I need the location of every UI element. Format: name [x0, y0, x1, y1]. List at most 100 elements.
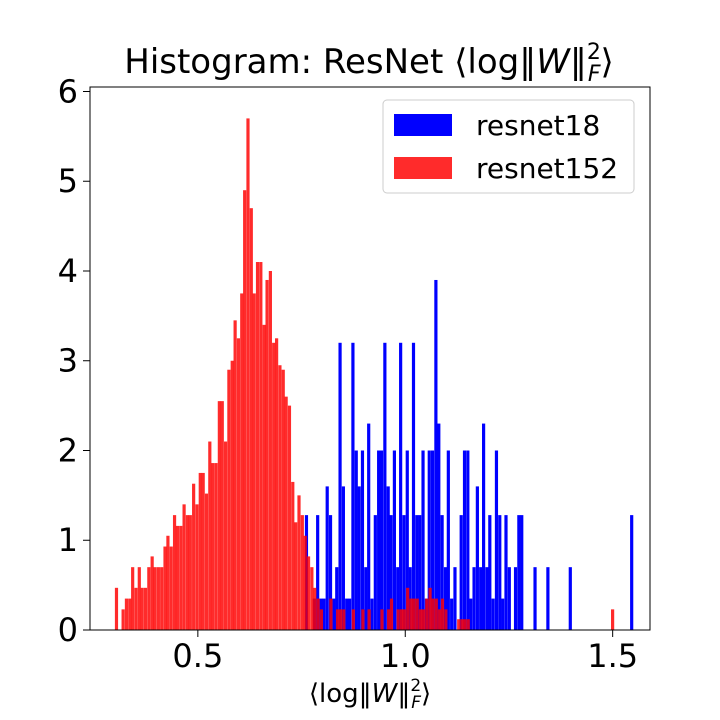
histogram-bar-resnet152: [412, 598, 416, 630]
histogram-bar-resnet152: [147, 567, 151, 630]
x-axis-label: ⟨log‖W‖2 F⟩: [309, 676, 431, 713]
histogram-bar-resnet152: [284, 396, 288, 630]
histogram-bar-resnet152: [198, 472, 202, 630]
histogram-bar-resnet152: [204, 493, 209, 630]
histogram-bar-resnet152: [434, 598, 438, 630]
histogram-bar-resnet152: [418, 609, 423, 630]
y-tick-label: 1: [58, 521, 78, 559]
histogram-bar-resnet18: [450, 598, 454, 630]
histogram-bar-resnet152: [367, 609, 371, 630]
histogram-bar-resnet152: [240, 293, 244, 630]
histogram-bar-resnet152: [166, 535, 170, 630]
histogram-bar-resnet152: [425, 598, 429, 630]
histogram-bar-resnet152: [195, 504, 199, 630]
histogram-bar-resnet152: [252, 293, 256, 630]
histogram-bar-resnet152: [185, 515, 190, 630]
histogram-bar-resnet18: [498, 515, 502, 630]
histogram-bar-resnet152: [163, 546, 167, 630]
histogram-bar-resnet152: [192, 483, 196, 630]
histogram-bar-resnet152: [188, 515, 192, 630]
histogram-bar-resnet18: [430, 450, 435, 630]
histogram-bar-resnet152: [201, 472, 205, 630]
histogram-bar-resnet18: [517, 515, 521, 630]
histogram-bar-resnet18: [488, 515, 492, 630]
legend-label-resnet152: resnet152: [476, 152, 618, 185]
histogram-bar-resnet18: [377, 450, 381, 630]
histogram-bar-resnet152: [287, 405, 292, 630]
histogram-bar-resnet152: [175, 525, 180, 630]
histogram-bar-resnet18: [345, 598, 349, 630]
histogram-bar-resnet152: [134, 587, 138, 630]
histogram-bar-resnet152: [460, 619, 464, 630]
histogram-bar-resnet18: [421, 450, 425, 630]
histogram-bar-resnet152: [262, 324, 266, 630]
histogram-bar-resnet152: [246, 118, 250, 630]
histogram-bar-resnet152: [124, 598, 129, 630]
histogram-bar-resnet152: [438, 609, 442, 630]
histogram-bar-resnet152: [444, 609, 448, 630]
histogram-bar-resnet18: [453, 567, 457, 630]
histogram-bar-resnet18: [396, 567, 400, 630]
histogram-bar-resnet152: [342, 609, 346, 630]
histogram-bar-resnet152: [313, 587, 317, 630]
histogram-bar-resnet152: [255, 262, 260, 630]
histogram-bar-resnet18: [348, 598, 352, 630]
x-tick-label: 1.5: [587, 637, 638, 675]
histogram-bar-resnet152: [399, 609, 404, 630]
histogram-bar-resnet18: [485, 567, 489, 630]
histogram-bar-resnet152: [380, 609, 384, 630]
histogram-bar-resnet152: [319, 609, 323, 630]
histogram-bar-resnet152: [466, 619, 470, 630]
histogram-bar-resnet152: [265, 279, 269, 630]
histogram-bar-resnet18: [494, 450, 499, 630]
histogram-bar-resnet152: [230, 360, 234, 630]
histogram-bar-resnet152: [310, 567, 314, 630]
y-tick-label: 0: [58, 611, 78, 649]
histogram-bar-resnet18: [360, 450, 365, 630]
histogram-bar-resnet152: [156, 567, 160, 630]
x-tick-label: 0.5: [172, 637, 223, 675]
histogram-bar-resnet18: [338, 342, 342, 630]
histogram-bar-resnet152: [208, 441, 212, 630]
histogram-bar-resnet18: [462, 450, 467, 630]
histogram-bar-resnet152: [300, 515, 304, 630]
histogram-bar-resnet18: [379, 450, 384, 630]
histogram-bar-resnet152: [316, 598, 320, 630]
histogram-bar-resnet152: [275, 338, 279, 630]
histogram-bar-resnet152: [291, 481, 295, 630]
histogram-bar-resnet18: [357, 486, 361, 630]
histogram-bar-resnet152: [137, 567, 141, 630]
histogram-bar-resnet18: [472, 567, 476, 630]
series-resnet18: [304, 279, 634, 630]
histogram-bar-resnet18: [408, 567, 412, 630]
histogram-bar-resnet152: [402, 609, 406, 630]
x-tick-label: 1.0: [380, 637, 431, 675]
histogram-bar-resnet18: [533, 567, 537, 630]
histogram-bar-resnet18: [482, 423, 486, 630]
y-tick-label: 4: [58, 252, 78, 290]
histogram-bar-resnet152: [227, 369, 231, 630]
histogram-bar-resnet18: [501, 598, 505, 630]
histogram-bar-resnet18: [479, 567, 483, 630]
histogram-bar-resnet18: [389, 515, 393, 630]
histogram-bar-resnet18: [322, 598, 326, 630]
histogram-bar-resnet18: [332, 598, 336, 630]
histogram-bar-resnet18: [351, 342, 355, 630]
histogram-bar-resnet18: [469, 598, 473, 630]
histogram-bar-resnet18: [316, 515, 320, 630]
histogram-bar-resnet18: [507, 567, 511, 630]
histogram-bar-resnet152: [160, 567, 164, 630]
y-tick-label: 3: [58, 342, 78, 380]
histogram-bar-resnet152: [611, 609, 615, 630]
histogram-bar-resnet152: [406, 587, 410, 630]
histogram-bar-resnet18: [546, 567, 550, 630]
histogram-bar-resnet152: [294, 522, 298, 630]
histogram-bar-resnet18: [354, 450, 358, 630]
histogram-bar-resnet18: [328, 515, 333, 630]
histogram-bar-resnet152: [211, 463, 215, 630]
legend-swatch-resnet18: [394, 114, 452, 136]
histogram-bar-resnet18: [466, 450, 470, 630]
y-tick-label: 5: [58, 162, 78, 200]
histogram-bar-resnet18: [513, 567, 518, 630]
histogram-bar-resnet152: [233, 320, 237, 630]
